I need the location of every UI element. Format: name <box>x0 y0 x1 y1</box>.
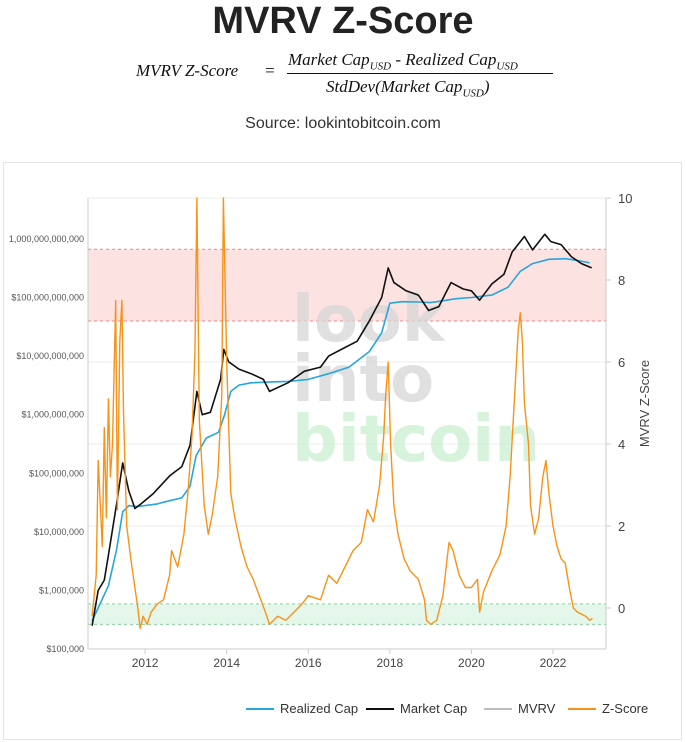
formula-den: StdDev(Market Cap <box>326 77 463 96</box>
left-tick-label: $100,000,000 <box>29 468 84 478</box>
formula-num-a: Market Cap <box>288 50 370 69</box>
right-tick-label: 6 <box>618 355 625 370</box>
band-overvalued <box>88 249 606 321</box>
formula-lhs: MVRV Z-Score <box>136 61 239 80</box>
left-tick-label: $10,000,000,000 <box>16 351 84 361</box>
x-tick-label: 2020 <box>458 656 485 670</box>
x-tick-label: 2012 <box>132 656 159 670</box>
formula-sub-a: USD <box>369 60 392 73</box>
formula-numerator: Market CapUSD - Realized CapUSD <box>288 50 518 72</box>
right-tick-label: 8 <box>618 273 625 288</box>
legend-label-realized-cap: Realized Cap <box>280 701 358 716</box>
formula-den-close: ) <box>483 77 490 96</box>
x-tick-label: 2018 <box>376 656 403 670</box>
mvrv-zscore-chart: lookintobitcoin $100,000 $1,000,000 $10,00… <box>9 191 652 716</box>
left-tick-label: 1,000,000,000,000 <box>9 234 84 244</box>
series-layer <box>91 197 593 630</box>
formula: MVRV Z-Score = Market CapUSD - Realized … <box>0 48 686 100</box>
series-realized-cap <box>91 257 590 622</box>
watermark-bitcoin: bitcoin <box>292 403 540 477</box>
formula-num-b: Realized Cap <box>405 50 497 69</box>
band-undervalued <box>88 603 606 625</box>
formula-equals: = <box>264 61 276 80</box>
x-tick-label: 2022 <box>540 656 567 670</box>
legend-label-z-score: Z-Score <box>602 701 648 716</box>
left-tick-label: $1,000,000 <box>39 585 84 595</box>
watermark: lookintobitcoin <box>292 283 540 477</box>
legend-label-market-cap: Market Cap <box>400 701 467 716</box>
legend-label-mvrv: MVRV <box>518 701 556 716</box>
left-tick-label: $10,000,000 <box>34 527 84 537</box>
formula-fraction-bar <box>287 73 553 74</box>
chart-frame: look into bitcoin $100,000 $1,000,000 $10,00… <box>3 162 682 740</box>
series-market-cap <box>91 233 593 626</box>
formula-num-op: - <box>391 50 406 69</box>
zone-bands <box>88 248 606 625</box>
left-tick-label: $1,000,000,000 <box>21 410 84 420</box>
axes: $100,000 $1,000,000 $10,000,000 $100,000,00… <box>9 191 652 670</box>
left-tick-label: $100,000 <box>46 644 84 654</box>
formula-sub-b: USD <box>496 60 518 73</box>
x-tick-label: 2016 <box>295 656 322 670</box>
right-tick-label: 2 <box>618 519 625 534</box>
right-axis-title: MVRV Z-Score <box>637 360 652 447</box>
right-tick-label: 0 <box>618 601 625 616</box>
chart-title: MVRV Z-Score <box>212 0 474 42</box>
right-tick-label: 4 <box>618 437 625 452</box>
legend: Realized Cap Market Cap MVRV Z-Score <box>246 701 648 716</box>
series-z-score <box>91 197 593 630</box>
formula-sub-c: USD <box>462 87 484 100</box>
right-tick-label: 10 <box>618 191 632 206</box>
left-tick-label: $100,000,000,000 <box>11 293 84 303</box>
x-tick-label: 2014 <box>213 656 240 670</box>
formula-denominator: StdDev(Market CapUSD) <box>326 77 490 99</box>
source-label: Source: lookintobitcoin.com <box>245 115 441 132</box>
watermark-into: into <box>292 343 434 417</box>
